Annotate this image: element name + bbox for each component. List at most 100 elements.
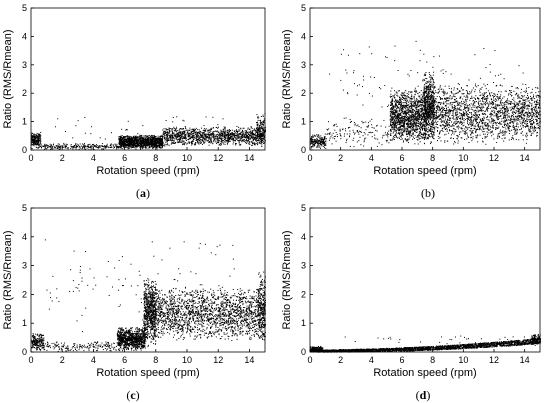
scatter-point — [38, 147, 40, 149]
scatter-point — [124, 137, 126, 139]
panel-a-letter: a — [140, 186, 146, 200]
scatter-point — [416, 127, 418, 129]
scatter-point — [36, 134, 38, 136]
scatter-point — [98, 147, 100, 149]
scatter-point — [416, 122, 418, 124]
scatter-point — [176, 140, 178, 142]
scatter-point — [202, 133, 204, 135]
scatter-point — [406, 113, 408, 115]
scatter-point — [165, 144, 167, 146]
scatter-point — [392, 111, 394, 113]
scatter-point — [417, 128, 419, 130]
scatter-point — [187, 130, 189, 132]
scatter-point — [407, 117, 409, 119]
scatter-point — [190, 132, 192, 134]
scatter-point — [411, 113, 413, 115]
scatter-point — [204, 130, 206, 132]
scatter-point — [408, 126, 410, 128]
scatter-point — [401, 118, 403, 120]
scatter-point — [209, 134, 211, 136]
scatter-point — [407, 111, 409, 113]
scatter-point — [147, 137, 149, 139]
scatter-point — [391, 125, 393, 127]
scatter-point — [410, 131, 412, 133]
scatter-point — [75, 143, 77, 145]
scatter-point — [173, 126, 175, 128]
scatter-point — [213, 137, 215, 139]
scatter-point — [317, 143, 319, 145]
scatter-point — [252, 136, 254, 138]
scatter-point — [196, 133, 198, 135]
scatter-point — [152, 146, 154, 148]
scatter-point — [75, 145, 77, 147]
scatter-point — [404, 118, 406, 120]
scatter-point — [129, 137, 131, 139]
scatter-point — [405, 108, 407, 110]
scatter-point — [231, 131, 233, 133]
scatter-point — [141, 142, 143, 144]
scatter-point — [405, 98, 407, 100]
scatter-point — [123, 144, 125, 146]
scatter-point — [65, 146, 67, 148]
scatter-point — [125, 143, 127, 145]
scatter-point — [118, 138, 120, 140]
scatter-point — [236, 143, 238, 145]
y-tick-label: 2 — [22, 88, 27, 98]
scatter-point — [418, 114, 420, 116]
scatter-point — [183, 137, 185, 139]
scatter-point — [140, 144, 142, 146]
scatter-point — [253, 137, 255, 139]
scatter-point — [91, 126, 93, 128]
scatter-point — [122, 137, 124, 139]
scatter-point — [416, 120, 418, 122]
scatter-point — [197, 136, 199, 138]
scatter-point — [246, 137, 248, 139]
scatter-point — [394, 112, 396, 114]
scatter-point — [226, 135, 228, 137]
scatter-point — [415, 118, 417, 120]
scatter-point — [82, 146, 84, 148]
scatter-point — [258, 130, 260, 132]
scatter-point — [82, 147, 84, 149]
scatter-point — [402, 97, 404, 98]
scatter-point — [408, 131, 410, 133]
scatter-point — [126, 139, 128, 141]
scatter-point — [404, 120, 406, 122]
scatter-point — [110, 146, 112, 148]
scatter-point — [394, 100, 396, 102]
scatter-point — [320, 138, 322, 140]
scatter-point — [141, 140, 143, 142]
scatter-point — [157, 141, 159, 143]
scatter-point — [135, 146, 137, 148]
scatter-point — [320, 137, 322, 139]
scatter-point — [260, 124, 262, 126]
scatter-point — [405, 104, 407, 106]
scatter-point — [393, 119, 395, 121]
scatter-point — [412, 132, 414, 134]
scatter-point — [125, 140, 127, 142]
scatter-point — [410, 123, 412, 125]
scatter-point — [263, 118, 265, 120]
scatter-point — [406, 98, 408, 100]
scatter-point — [42, 145, 44, 147]
scatter-point — [247, 128, 249, 130]
scatter-point — [426, 89, 428, 91]
scatter-point — [191, 142, 193, 144]
scatter-point — [420, 134, 422, 136]
scatter-point — [158, 145, 160, 147]
scatter-point — [244, 130, 246, 132]
scatter-point — [136, 137, 137, 138]
scatter-point — [128, 139, 130, 141]
scatter-point — [166, 141, 168, 143]
scatter-point — [407, 138, 409, 140]
scatter-point — [185, 137, 187, 139]
scatter-point — [255, 130, 257, 132]
scatter-point — [136, 142, 138, 144]
scatter-point — [122, 148, 124, 150]
scatter-point — [138, 139, 140, 141]
scatter-point — [34, 137, 36, 139]
scatter-point — [136, 143, 138, 145]
scatter-point — [151, 145, 153, 147]
scatter-point — [197, 141, 199, 143]
scatter-point — [185, 136, 187, 138]
